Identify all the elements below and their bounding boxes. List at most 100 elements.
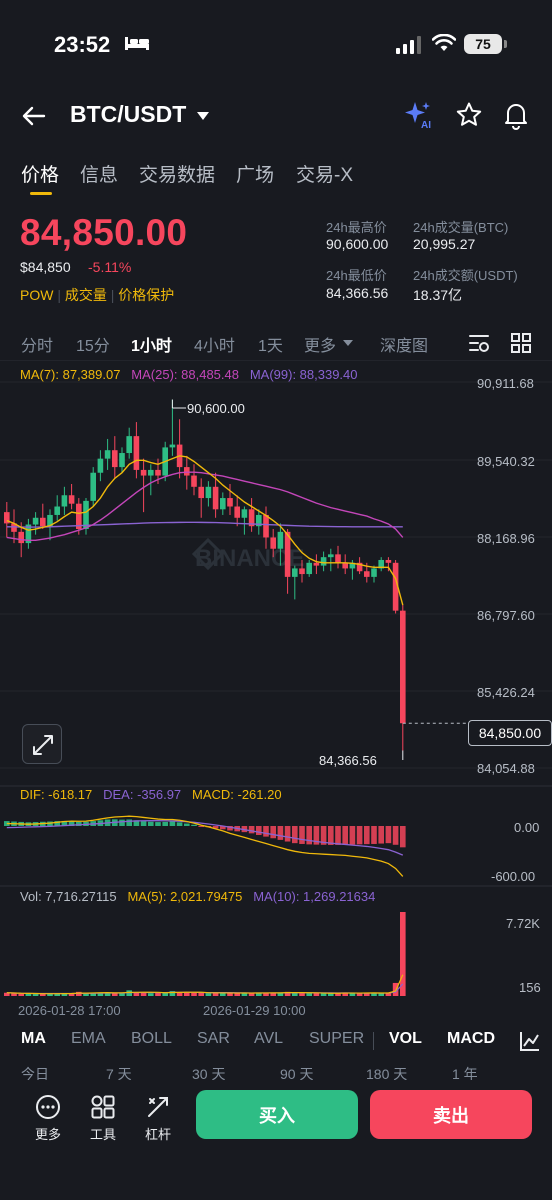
ma7-line [6,455,404,606]
macd-value: MACD: -261.20 [192,787,282,802]
candle [227,498,233,507]
time-tick: 2026-01-29 10:00 [203,1003,306,1018]
tools-tool-label: 工具 [89,1127,116,1142]
tag-price-protect[interactable]: 价格保护 [118,287,175,303]
period-90d[interactable]: 90 天 [280,1066,314,1080]
volume-bar [292,992,298,996]
tab-square[interactable]: 广场 [236,165,275,186]
candle [342,562,348,569]
tab-info[interactable]: 信息 [80,165,119,186]
vol-ma5-value: MA(5): 2,021.79475 [127,889,243,904]
low-value: 84,366.56 [326,285,389,301]
candle [119,453,125,468]
indicator-boll[interactable]: BOLL [131,1030,172,1047]
candle [335,554,341,563]
candle [126,436,132,454]
indicator-sar[interactable]: SAR [197,1030,230,1047]
price-change: -5.11% [88,259,132,275]
indicator-macd[interactable]: MACD [447,1030,495,1047]
tag-row: POW | 成交量 | 价格保护 [20,287,175,303]
volume-bar [68,993,75,996]
back-arrow-icon[interactable] [20,102,48,130]
period-1y[interactable]: 1 年 [452,1066,478,1080]
candle [220,498,226,510]
interval-time[interactable]: 分时 [21,338,54,355]
candlestick-chart[interactable]: BINANCE [0,360,552,1000]
volume-bar [4,992,10,996]
more-tool[interactable]: 更多 [28,1094,68,1143]
macd-bar [349,826,356,845]
candle [133,436,140,470]
ma25-line [6,471,404,541]
macd-bar [292,826,298,844]
period-180d[interactable]: 180 天 [366,1066,408,1080]
period-stats: 今日 7 天 30 天 90 天 180 天 1 年 [0,1062,552,1080]
indicator-settings-icon[interactable] [468,332,490,354]
candle [140,469,147,476]
interval-more[interactable]: 更多 [304,338,337,355]
macd-legend: DIF: -618.17 DEA: -356.97 MACD: -261.20 [20,787,282,802]
macd-bar [155,822,161,826]
bell-alert-icon[interactable] [502,100,530,130]
layout-grid-icon[interactable] [510,332,532,354]
vol-btc-label: 24h成交量(BTC) [413,220,509,235]
candle [61,495,68,507]
candle [40,517,46,527]
favorite-star-icon[interactable] [455,101,483,129]
volume-bar [90,992,96,996]
interval-1d[interactable]: 1天 [258,338,283,355]
sell-button[interactable]: 卖出 [370,1090,532,1139]
dea-line [6,820,404,856]
candle [277,531,284,549]
tools-grid-icon [91,1095,115,1119]
period-30d[interactable]: 30 天 [192,1066,226,1080]
interval-4h[interactable]: 4小时 [194,338,235,355]
candle [284,531,291,577]
pair-title[interactable]: BTC/USDT [70,101,187,127]
macd-bar [378,826,384,844]
buy-button[interactable]: 买入 [196,1090,358,1139]
last-price-marker: 84,850.00 [468,720,552,746]
annotation-layer [171,399,468,760]
indicator-divider [373,1032,374,1050]
indicator-avl[interactable]: AVL [254,1030,284,1047]
ai-sparkle-icon[interactable]: AI [404,100,436,130]
candle [155,469,161,476]
indicator-super[interactable]: SUPER [309,1030,365,1047]
leverage-tool-label: 杠杆 [144,1127,171,1142]
macd-bar [198,826,204,827]
volume-bar [104,992,111,996]
leverage-tool[interactable]: 杠杆 [138,1094,178,1143]
volume-bar [11,993,17,996]
ma7-value: MA(7): 87,389.07 [20,367,121,382]
indicator-vol[interactable]: VOL [389,1030,422,1047]
tab-price[interactable]: 价格 [21,165,60,186]
chart-type-icon[interactable] [519,1030,541,1052]
interval-1h[interactable]: 1小时 [131,338,172,355]
candle [54,506,60,515]
tab-trading-data[interactable]: 交易数据 [139,165,216,186]
volume-bar [198,992,204,996]
volume-bar [54,993,60,996]
fullscreen-button[interactable] [22,724,62,764]
price-tick: 85,426.24 [477,685,535,700]
sleep-focus-icon [125,37,149,50]
chevron-down-icon[interactable] [196,111,210,121]
tools-tool[interactable]: 工具 [83,1094,123,1143]
more-caret-icon[interactable] [342,339,354,347]
tag-pow[interactable]: POW [20,287,54,303]
depth-chart-tab[interactable]: 深度图 [380,338,429,355]
period-today[interactable]: 今日 [21,1066,49,1080]
interval-15m[interactable]: 15分 [76,338,110,355]
tab-trade-x[interactable]: 交易-X [296,165,354,186]
indicator-ema[interactable]: EMA [71,1030,106,1047]
indicator-tabs: MA EMA BOLL SAR AVL SUPER VOL MACD [0,1030,552,1054]
macd-bar [263,826,269,837]
vol-axis-top: 7.72K [506,916,540,931]
period-7d[interactable]: 7 天 [106,1066,132,1080]
candle [68,495,75,504]
active-tab-indicator [30,192,52,195]
indicator-ma[interactable]: MA [21,1030,46,1047]
tag-volume[interactable]: 成交量 [64,287,107,303]
macd-axis-top: 0.00 [514,820,540,835]
